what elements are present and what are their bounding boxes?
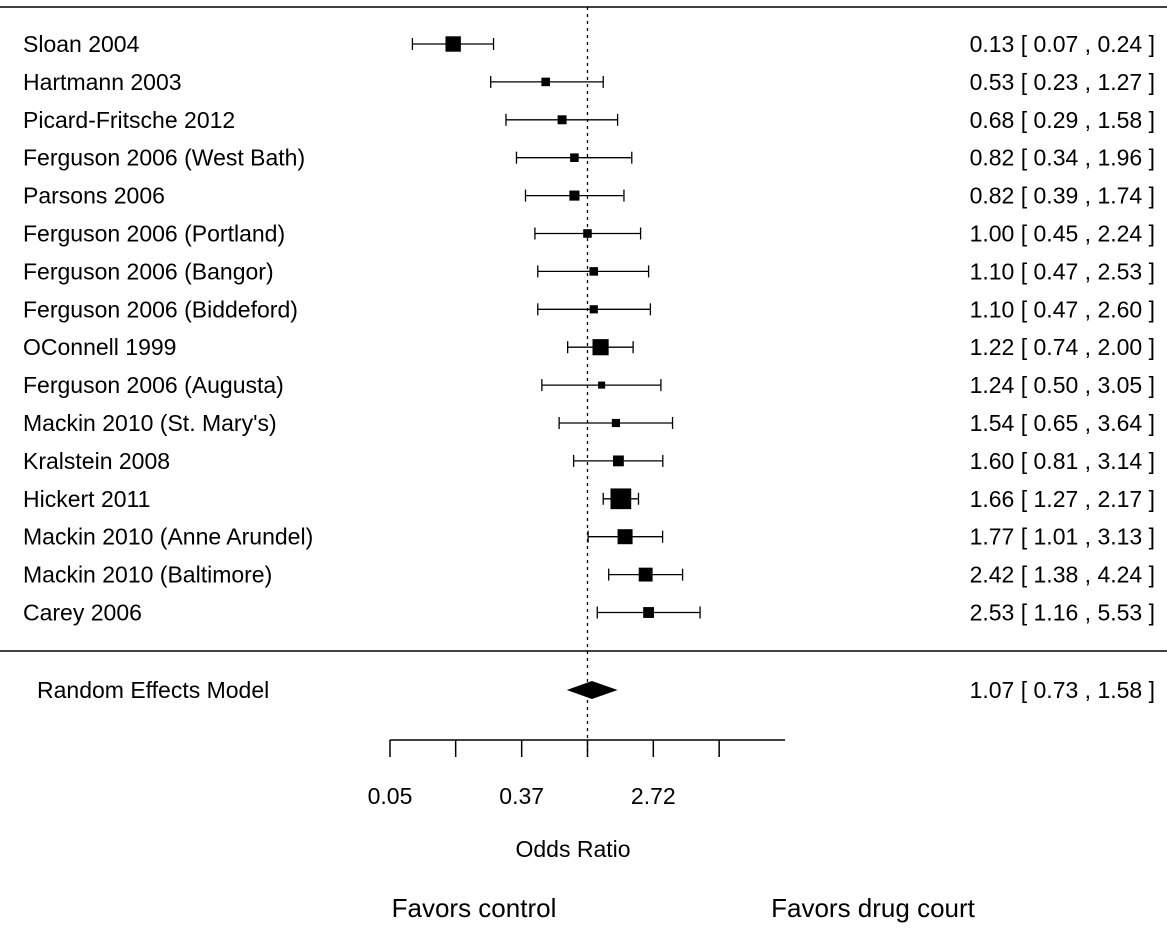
summary-estimate-text: 1.07 [ 0.73 , 1.58 ] xyxy=(970,677,1155,703)
estimate-text: 1.00 [ 0.45 , 2.24 ] xyxy=(970,221,1155,247)
study-label: Carey 2006 xyxy=(23,600,142,626)
point-estimate-square xyxy=(611,418,620,428)
study-row: Parsons 2006 0.82 [ 0.39 , 1.74 ] xyxy=(23,183,1155,209)
estimate-text: 1.60 [ 0.81 , 3.14 ] xyxy=(970,448,1155,474)
point-estimate-square xyxy=(570,153,579,162)
study-row: Ferguson 2006 (Biddeford) 1.10 [ 0.47 , 2… xyxy=(23,296,1155,322)
estimate-text: 1.66 [ 1.27 , 2.17 ] xyxy=(970,486,1155,512)
summary-row: Random Effects Model 1.07 [ 0.73 , 1.58 ] xyxy=(37,677,1155,703)
study-label: Sloan 2004 xyxy=(23,31,140,57)
point-estimate-square xyxy=(592,339,609,356)
study-row: Ferguson 2006 (Bangor) 1.10 [ 0.47 , 2.53… xyxy=(23,258,1155,284)
estimate-text: 1.22 [ 0.74 , 2.00 ] xyxy=(970,334,1155,360)
study-row: Carey 2006 2.53 [ 1.16 , 5.53 ] xyxy=(23,600,1155,626)
estimate-text: 1.10 [ 0.47 , 2.53 ] xyxy=(970,258,1155,284)
point-estimate-square xyxy=(569,190,580,201)
study-row: Sloan 2004 0.13 [ 0.07 , 0.24 ] xyxy=(23,31,1155,57)
point-estimate-square xyxy=(589,305,598,314)
summary-label: Random Effects Model xyxy=(37,677,269,703)
study-label: Ferguson 2006 (Augusta) xyxy=(23,372,284,398)
study-row: Mackin 2010 (Baltimore) 2.42 [ 1.38 , 4.2… xyxy=(23,562,1155,588)
point-estimate-square xyxy=(557,115,567,125)
point-estimate-square xyxy=(643,607,655,618)
point-estimate-square xyxy=(610,488,632,510)
point-estimate-square xyxy=(638,567,653,582)
point-estimate-square xyxy=(617,529,633,545)
estimate-text: 1.24 [ 0.50 , 3.05 ] xyxy=(970,372,1155,398)
estimate-text: 0.53 [ 0.23 , 1.27 ] xyxy=(970,69,1155,95)
point-estimate-square xyxy=(445,36,461,52)
study-label: Ferguson 2006 (Portland) xyxy=(23,221,285,247)
study-label: Ferguson 2006 (Bangor) xyxy=(23,258,274,284)
study-row: Hartmann 2003 0.53 [ 0.23 , 1.27 ] xyxy=(23,69,1155,95)
estimate-text: 1.54 [ 0.65 , 3.64 ] xyxy=(970,410,1155,436)
study-row: Ferguson 2006 (West Bath) 0.82 [ 0.34 , 1… xyxy=(23,145,1155,171)
study-row: Hickert 2011 1.66 [ 1.27 , 2.17 ] xyxy=(23,486,1155,512)
estimate-text: 2.42 [ 1.38 , 4.24 ] xyxy=(970,562,1155,588)
study-label: OConnell 1999 xyxy=(23,334,176,360)
estimate-text: 2.53 [ 1.16 , 5.53 ] xyxy=(970,600,1155,626)
study-label: Mackin 2010 (Baltimore) xyxy=(23,562,272,588)
study-label: Picard-Fritsche 2012 xyxy=(23,107,235,133)
study-row: Mackin 2010 (St. Mary's) 1.54 [ 0.65 , 3.… xyxy=(23,410,1155,436)
study-row: Picard-Fritsche 2012 0.68 [ 0.29 , 1.58 ] xyxy=(23,107,1155,133)
study-row: Kralstein 2008 1.60 [ 0.81 , 3.14 ] xyxy=(23,448,1155,474)
study-row: OConnell 1999 1.22 [ 0.74 , 2.00 ] xyxy=(23,334,1155,360)
study-row: Ferguson 2006 (Portland) 1.00 [ 0.45 , 2.… xyxy=(23,221,1155,247)
study-label: Hickert 2011 xyxy=(23,486,150,512)
study-label: Mackin 2010 (Anne Arundel) xyxy=(23,524,313,550)
estimate-text: 1.77 [ 1.01 , 3.13 ] xyxy=(970,524,1155,550)
study-label: Ferguson 2006 (West Bath) xyxy=(23,145,305,171)
x-tick-label: 0.05 xyxy=(368,783,413,809)
estimate-text: 0.82 [ 0.39 , 1.74 ] xyxy=(970,183,1155,209)
estimate-text: 1.10 [ 0.47 , 2.60 ] xyxy=(970,296,1155,322)
x-tick-label: 2.72 xyxy=(631,783,676,809)
point-estimate-square xyxy=(583,229,592,238)
x-axis-title: Odds Ratio xyxy=(515,836,630,862)
study-label: Hartmann 2003 xyxy=(23,69,182,95)
favors-control-label: Favors control xyxy=(392,893,557,923)
point-estimate-square xyxy=(541,77,550,87)
study-row: Ferguson 2006 (Augusta) 1.24 [ 0.50 , 3.0… xyxy=(23,372,1155,398)
study-label: Kralstein 2008 xyxy=(23,448,170,474)
estimate-text: 0.68 [ 0.29 , 1.58 ] xyxy=(970,107,1155,133)
x-tick-label: 0.37 xyxy=(499,783,544,809)
point-estimate-square xyxy=(598,381,606,389)
study-label: Mackin 2010 (St. Mary's) xyxy=(23,410,277,436)
study-row: Mackin 2010 (Anne Arundel) 1.77 [ 1.01 , … xyxy=(23,524,1155,550)
study-label: Parsons 2006 xyxy=(23,183,165,209)
favors-drug-court-label: Favors drug court xyxy=(771,893,976,923)
point-estimate-square xyxy=(589,267,599,276)
point-estimate-square xyxy=(613,455,624,467)
summary-diamond xyxy=(566,681,618,699)
estimate-text: 0.13 [ 0.07 , 0.24 ] xyxy=(970,31,1155,57)
study-label: Ferguson 2006 (Biddeford) xyxy=(23,296,298,322)
estimate-text: 0.82 [ 0.34 , 1.96 ] xyxy=(970,145,1155,171)
